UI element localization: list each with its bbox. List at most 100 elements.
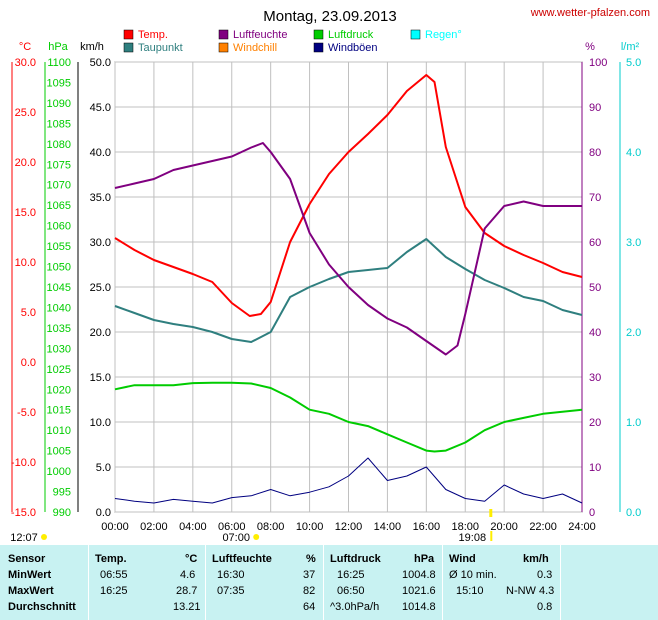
pressure-tick-label: 1075	[47, 159, 71, 171]
pressure-tick-label: 1025	[47, 364, 71, 376]
x-tick-label: 08:00	[257, 521, 285, 533]
rain-tick-label: 5.0	[626, 57, 641, 69]
x-tick-label: 04:00	[179, 521, 207, 533]
pressure-tick-label: 1045	[47, 282, 71, 294]
sunset-time-label: 19:08	[459, 532, 487, 544]
min-press-time: 16:25	[337, 569, 365, 581]
rain-tick-label: 0.0	[626, 507, 641, 519]
legend-swatch	[313, 42, 324, 53]
hdr-wind-unit: km/h	[523, 553, 549, 565]
avg-press-trend: ^3.0hPa/h	[330, 601, 380, 613]
min-wind: 0.3	[537, 569, 553, 581]
pressure-tick-label: 1100	[47, 57, 71, 69]
max-temp-time: 16:25	[100, 585, 128, 597]
pressure-tick-label: 1070	[47, 180, 71, 192]
series-lines	[114, 74, 583, 504]
pressure-tick-label: 1005	[47, 446, 71, 458]
max-press-time: 06:50	[337, 585, 365, 597]
legend-label: Taupunkt	[138, 42, 183, 54]
sunrise-icon	[253, 534, 260, 540]
wind-tick-label: 5.0	[96, 462, 111, 474]
summary-table: Sensor Temp. °C Luftfeuchte % Luftdruck …	[0, 545, 658, 620]
temp-tick-label: -5.0	[17, 407, 36, 419]
sun-markers: 12:07 07:00 19:08	[10, 509, 493, 544]
sunrise-time-label: 07:00	[222, 532, 250, 544]
legend-label: Luftfeuchte	[233, 29, 287, 41]
humidity-tick-label: 30	[589, 372, 601, 384]
wind-tick-label: 25.0	[90, 282, 111, 294]
pressure-tick-label: 1095	[47, 77, 71, 89]
hdr-wind: Wind	[449, 553, 476, 565]
x-tick-label: 10:00	[296, 521, 324, 533]
pressure-tick-label: 1050	[47, 262, 71, 274]
legend-swatch	[123, 29, 134, 40]
temp-tick-label: 30.0	[15, 57, 36, 69]
avg-hum: 64	[303, 601, 316, 613]
avg-wind: 0.8	[537, 601, 553, 613]
legend-label: Luftdruck	[328, 29, 374, 41]
rain-tick-label: 4.0	[626, 147, 641, 159]
sunset-icon	[490, 531, 493, 541]
sunset-marker-icon	[489, 509, 493, 517]
legend-label: Regen°	[425, 29, 462, 41]
legend-swatch	[218, 42, 229, 53]
x-tick-label: 00:00	[101, 521, 129, 533]
wind-tick-label: 40.0	[90, 147, 111, 159]
humidity-tick-label: 60	[589, 237, 601, 249]
x-tick-label: 22:00	[529, 521, 557, 533]
temp-tick-label: 25.0	[15, 107, 36, 119]
series-windben	[114, 457, 583, 504]
pressure-tick-label: 1085	[47, 118, 71, 130]
pressure-tick-label: 1035	[47, 323, 71, 335]
rain-tick-label: 1.0	[626, 417, 641, 429]
moon-time-label: 12:07	[10, 532, 38, 544]
site-link[interactable]: www.wetter-pfalzen.com	[530, 7, 650, 19]
x-tick-label: 18:00	[451, 521, 479, 533]
max-hum: 82	[303, 585, 316, 597]
chart-title: Montag, 23.09.2013	[263, 8, 396, 25]
rain-tick-label: 2.0	[626, 327, 641, 339]
temp-tick-label: -15.0	[11, 507, 36, 519]
pressure-tick-label: 1055	[47, 241, 71, 253]
legend-swatch	[123, 42, 134, 53]
weather-chart: Montag, 23.09.2013 www.wetter-pfalzen.co…	[10, 7, 650, 544]
legend-swatch	[313, 29, 324, 40]
hdr-hum: Luftfeuchte	[212, 553, 272, 565]
wind-tick-label: 35.0	[90, 192, 111, 204]
series-luftdruck	[114, 381, 583, 453]
humidity-tick-label: 80	[589, 147, 601, 159]
row-min-label: MinWert	[8, 569, 52, 581]
x-tick-label: 12:00	[335, 521, 363, 533]
pressure-tick-label: 1010	[47, 425, 71, 437]
min-temp-time: 06:55	[100, 569, 128, 581]
row-avg-label: Durchschnitt	[8, 601, 76, 613]
legend-label: Windchill	[233, 42, 277, 54]
wind-tick-label: 45.0	[90, 102, 111, 114]
hdr-hum-unit: %	[306, 553, 316, 565]
temp-tick-label: 0.0	[21, 357, 36, 369]
temp-tick-label: -10.0	[11, 457, 36, 469]
legend-label: Windböen	[328, 42, 378, 54]
pressure-tick-label: 990	[53, 507, 71, 519]
wind-tick-label: 20.0	[90, 327, 111, 339]
rain-tick-label: 3.0	[626, 237, 641, 249]
legend-label: Temp.	[138, 29, 168, 41]
temp-tick-label: 5.0	[21, 307, 36, 319]
avg-press: 1014.8	[402, 601, 436, 613]
pressure-unit-label: hPa	[48, 41, 68, 53]
x-tick-label: 20:00	[490, 521, 518, 533]
wind-tick-label: 30.0	[90, 237, 111, 249]
min-wind-time: Ø 10 min.	[449, 569, 497, 581]
x-tick-label: 16:00	[413, 521, 441, 533]
humidity-tick-label: 50	[589, 282, 601, 294]
max-wind: N-NW 4.3	[506, 585, 555, 597]
axis-lines	[11, 62, 621, 512]
legend-swatch	[218, 29, 229, 40]
min-press: 1004.8	[402, 569, 436, 581]
series-luftfeuchte	[114, 142, 582, 356]
pressure-tick-label: 1090	[47, 98, 71, 110]
pressure-tick-label: 1080	[47, 139, 71, 151]
hdr-sensor: Sensor	[8, 553, 46, 565]
temp-tick-label: 10.0	[15, 257, 36, 269]
min-hum: 37	[303, 569, 316, 581]
